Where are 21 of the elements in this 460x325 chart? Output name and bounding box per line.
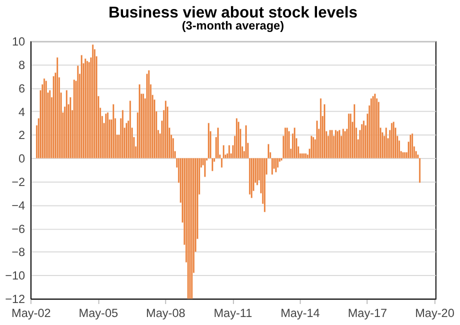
- chart-subtitle: (3-month average): [182, 19, 284, 32]
- x-tick-label: May-17: [348, 306, 388, 320]
- y-tick-label: 0: [18, 152, 26, 166]
- chart-title: Business view about stock levels: [108, 4, 358, 22]
- y-tick-label: −8: [12, 246, 26, 260]
- x-tick-label: May-05: [78, 306, 119, 320]
- y-tick-label: 4: [18, 106, 26, 119]
- y-tick-label: 10: [12, 36, 26, 49]
- y-tick-label: −10: [5, 270, 26, 283]
- y-tick-label: −2: [12, 176, 26, 189]
- y-tick-label: 6: [18, 82, 26, 96]
- x-tick-label: May-08: [146, 306, 186, 320]
- x-tick-label: May-11: [214, 306, 252, 320]
- y-tick-label: −4: [12, 199, 26, 212]
- x-tick-label: May-20: [415, 306, 455, 320]
- x-tick-label: May-14: [280, 306, 320, 320]
- y-tick-label: −12: [5, 293, 26, 306]
- y-tick-label: 8: [18, 58, 26, 72]
- x-tick-label: May-02: [12, 306, 51, 320]
- y-tick-label: −6: [12, 222, 26, 236]
- y-tick-label: 2: [18, 129, 26, 142]
